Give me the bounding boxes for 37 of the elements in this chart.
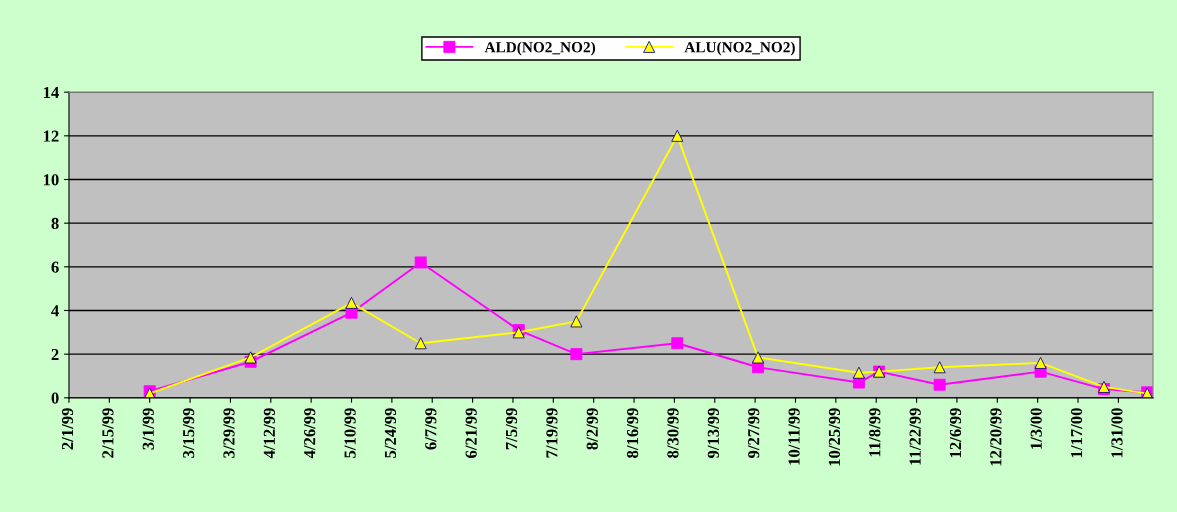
x-tick-label: 9/13/99	[707, 408, 719, 459]
x-tick-label: 6/7/99	[425, 408, 437, 450]
x-tick-label: 8/2/99	[586, 408, 598, 450]
y-tick-label: 10	[43, 174, 59, 186]
legend-label: ALD(NO2_NO2)	[484, 41, 596, 56]
y-tick-label: 6	[51, 261, 59, 273]
x-tick-label: 8/16/99	[626, 408, 639, 458]
x-tick-label: 2/15/99	[102, 408, 114, 458]
y-tick-label: 12	[43, 130, 59, 142]
y-tick-label: 0	[51, 392, 59, 404]
y-tick-label: 2	[51, 348, 59, 360]
x-tick-label: 3/15/99	[183, 408, 195, 458]
x-tick-label: 3/29/99	[223, 408, 235, 458]
x-tick-label: 9/27/99	[748, 408, 760, 459]
y-tick-label: 4	[51, 305, 59, 317]
x-tick-label: 2/1/99	[61, 408, 74, 450]
x-tick-label: 1/3/00	[1030, 408, 1042, 449]
y-tick-label: 8	[51, 217, 59, 230]
x-tick-label: 7/5/99	[505, 408, 518, 450]
x-tick-label: 5/10/99	[344, 408, 356, 458]
x-tick-label: 1/31/00	[1111, 408, 1123, 458]
x-tick-label: 11/8/99	[869, 408, 881, 457]
x-tick-label: 12/6/99	[949, 408, 962, 458]
y-tick-label: 14	[43, 86, 59, 98]
x-tick-label: 3/1/99	[142, 408, 154, 450]
x-tick-label: 12/20/99	[990, 408, 1002, 466]
x-tick-label: 4/26/99	[304, 408, 316, 459]
x-tick-label: 1/17/00	[1070, 408, 1083, 458]
x-tick-label: 7/19/99	[546, 408, 558, 458]
legend-label: ALU(NO2_NO2)	[684, 41, 795, 56]
x-tick-label: 11/22/99	[909, 408, 921, 465]
x-tick-label: 10/25/99	[828, 408, 841, 466]
x-tick-label: 5/24/99	[384, 408, 397, 458]
x-tick-label: 4/12/99	[263, 408, 275, 459]
x-tick-label: 8/30/99	[667, 408, 679, 458]
x-tick-label: 10/11/99	[788, 408, 800, 465]
x-tick-label: 6/21/99	[465, 408, 477, 458]
